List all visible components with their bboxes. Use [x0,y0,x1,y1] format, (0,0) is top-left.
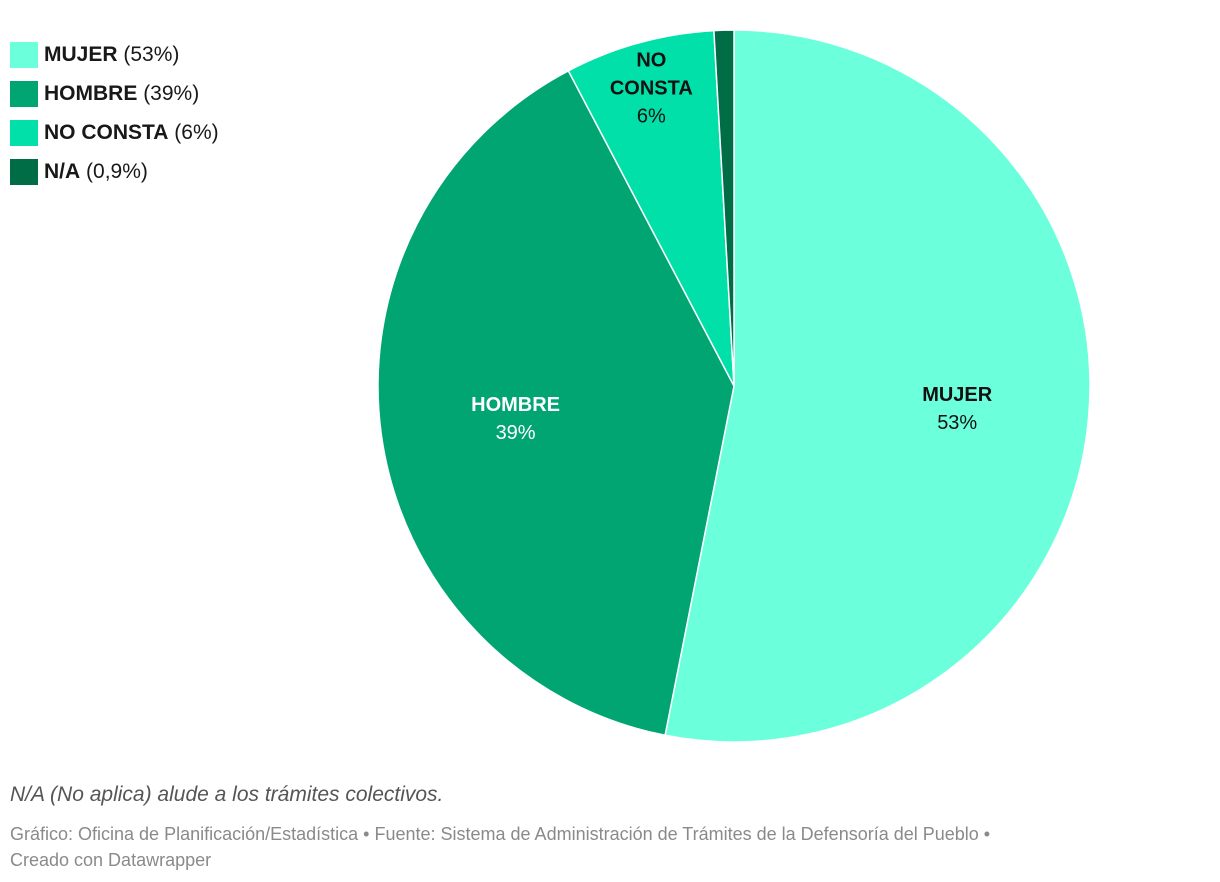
footer-source: Gráfico: Oficina de Planificación/Estadí… [10,824,991,844]
footer-credit: Creado con Datawrapper [10,850,212,870]
legend-swatch-hombre [10,81,38,107]
legend-item-na: N/A (0,9%) [10,159,219,185]
legend-label-na: N/A (0,9%) [44,160,148,183]
legend-item-no-consta: NO CONSTA (6%) [10,120,219,146]
legend-label-hombre: HOMBRE (39%) [44,82,200,105]
pie-slice-hombre [377,69,735,737]
legend-label-mujer: MUJER (53%) [44,43,180,66]
pie-slice-no-consta [567,29,735,387]
legend-item-hombre: HOMBRE (39%) [10,81,219,107]
pie-slice-mujer [664,29,1091,743]
chart-footer: Gráfico: Oficina de Planificación/Estadí… [10,821,1210,873]
pie-chart: MUJER 53% HOMBRE 39% NO CONSTA 6% [377,29,1091,743]
chart-legend: MUJER (53%) HOMBRE (39%) NO CONSTA (6%) … [10,42,219,198]
legend-swatch-no-consta [10,120,38,146]
slice-label-hombre: HOMBRE 39% [471,394,560,444]
legend-label-no-consta: NO CONSTA (6%) [44,121,219,144]
legend-item-mujer: MUJER (53%) [10,42,219,68]
legend-swatch-mujer [10,42,38,68]
legend-swatch-na [10,159,38,185]
slice-label-mujer: MUJER 53% [922,384,993,434]
chart-note: N/A (No aplica) alude a los trámites col… [10,783,444,806]
pie-slice-n-a [713,29,735,387]
slice-label-no-consta: NO CONSTA 6% [610,50,693,128]
